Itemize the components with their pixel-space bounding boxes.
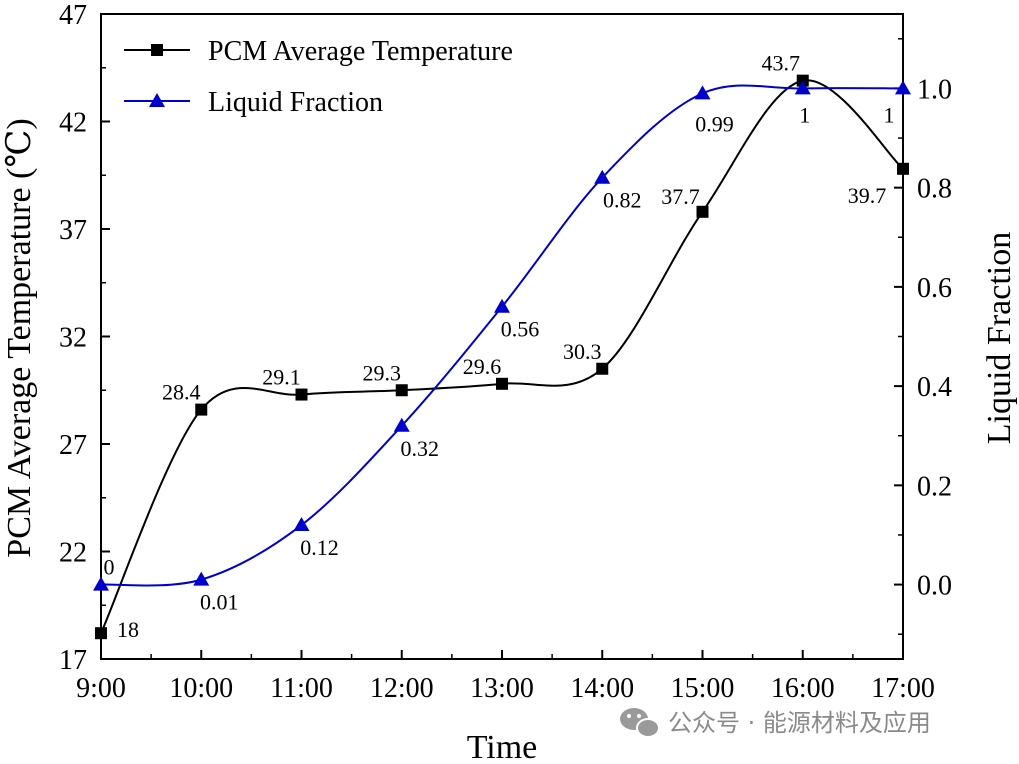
legend-marker-triangle (149, 93, 165, 107)
data-label-liquid-fraction: 0.82 (603, 188, 642, 213)
x-tick-label: 15:00 (671, 673, 735, 704)
watermark: 公众号 · 能源材料及应用 (620, 708, 931, 738)
legend: PCM Average Temperature Liquid Fraction (124, 36, 513, 118)
marker-liquid-fraction (393, 417, 410, 432)
legend-marker-square (151, 44, 163, 56)
x-tick-label: 17:00 (871, 673, 935, 704)
x-tick-label: 16:00 (771, 673, 835, 704)
marker-liquid-fraction (594, 169, 611, 184)
marker-liquid-fraction (193, 571, 210, 586)
marker-liquid-fraction (895, 80, 911, 95)
x-tick-label: 9:00 (76, 673, 126, 704)
y-right-tick-label: 0.0 (917, 571, 952, 602)
data-label-liquid-fraction: 0.12 (300, 535, 339, 560)
marker-temperature (496, 377, 508, 390)
marker-temperature (395, 384, 408, 397)
data-label-liquid-fraction: 0.01 (200, 590, 239, 615)
data-label-liquid-fraction: 1 (884, 102, 895, 127)
y-left-tick-label: 37 (59, 215, 87, 246)
marker-liquid-fraction (794, 80, 811, 95)
data-label-temperature: 39.7 (848, 183, 887, 208)
marker-temperature (295, 388, 308, 401)
data-label-temperature: 30.3 (563, 339, 602, 364)
x-tick-label: 13:00 (470, 673, 534, 704)
data-labels: 18 28.4 29.1 29.3 29.6 30.3 37.7 43.7 39.7 0 0.01 0… (104, 51, 895, 643)
x-tick-label: 11:00 (270, 673, 333, 704)
legend-label-temperature: PCM Average Temperature (208, 36, 513, 67)
y-left-tick-label: 27 (59, 430, 87, 461)
data-label-temperature: 18 (117, 617, 139, 642)
watermark-text: 公众号 · 能源材料及应用 (668, 709, 931, 737)
wechat-icon (620, 708, 660, 738)
data-label-temperature: 29.1 (262, 365, 301, 390)
y-right-tick-label: 1.0 (917, 74, 952, 105)
y-left-tick-label: 22 (59, 538, 87, 569)
y-right-tick-label: 0.8 (917, 174, 952, 205)
data-label-temperature: 28.4 (162, 380, 201, 405)
data-label-liquid-fraction: 0 (104, 555, 115, 580)
data-label-temperature: 43.7 (762, 51, 801, 76)
y-right-tick-label: 0.2 (917, 471, 952, 502)
marker-temperature (596, 362, 609, 375)
marker-liquid-fraction (93, 576, 109, 591)
marker-liquid-fraction (694, 85, 711, 100)
marker-liquid-fraction (494, 298, 510, 313)
y-axis-right-title: Liquid Fraction (981, 232, 1018, 444)
series-markers (93, 74, 911, 640)
y-axis-left-title: PCM Average Temperature (℃) (1, 118, 38, 557)
y-right-tick-label: 0.4 (917, 372, 952, 403)
marker-temperature (897, 162, 909, 175)
y-left-tick-label: 47 (59, 0, 87, 31)
marker-temperature (696, 205, 709, 218)
data-label-temperature: 29.6 (463, 354, 502, 379)
series-line-temperature (100, 79, 904, 634)
y-right-tick-label: 0.6 (917, 273, 952, 304)
y-left-tick-label: 17 (59, 645, 87, 676)
x-tick-label: 14:00 (570, 673, 634, 704)
y-left-tick-label: 32 (59, 323, 87, 354)
data-label-temperature: 37.7 (661, 184, 700, 209)
marker-temperature (95, 627, 107, 640)
legend-label-liquid-fraction: Liquid Fraction (208, 87, 383, 118)
data-label-temperature: 29.3 (363, 360, 402, 385)
y-left-tick-label: 42 (59, 108, 87, 139)
marker-temperature (195, 403, 208, 416)
data-label-liquid-fraction: 1 (799, 102, 810, 127)
x-tick-label: 10:00 (169, 673, 233, 704)
x-axis-title: Time (467, 729, 538, 764)
x-tick-label: 12:00 (370, 673, 434, 704)
marker-liquid-fraction (293, 517, 310, 532)
data-label-liquid-fraction: 0.56 (501, 317, 540, 342)
data-label-liquid-fraction: 0.32 (401, 436, 440, 461)
axes: 9:00 10:00 11:00 12:00 13:00 14:00 15:00 16:00 1… (59, 0, 952, 704)
series-lines (100, 79, 904, 634)
data-label-liquid-fraction: 0.99 (695, 111, 734, 136)
